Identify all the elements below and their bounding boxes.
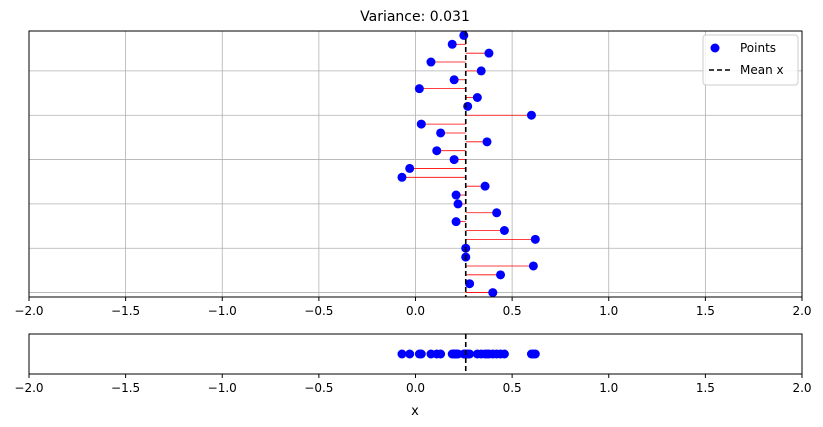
data-point xyxy=(451,217,461,227)
data-point xyxy=(405,163,415,173)
data-point xyxy=(484,48,494,58)
x-axis-label: x xyxy=(411,404,419,419)
data-point xyxy=(453,199,463,209)
data-point xyxy=(530,234,540,244)
data-point xyxy=(426,57,436,67)
data-point xyxy=(447,39,457,49)
top-x-tick-label: 0.5 xyxy=(503,304,522,318)
chart-title: Variance: 0.031 xyxy=(360,9,470,25)
bottom-x-tick-label: −2.0 xyxy=(14,381,43,395)
data-point xyxy=(459,30,469,40)
top-x-tick-label: −0.5 xyxy=(304,304,333,318)
top-x-tick-label: −2.0 xyxy=(14,304,43,318)
top-x-tick-label: 0.0 xyxy=(406,304,425,318)
data-point xyxy=(488,288,498,298)
top-x-tick-label: −1.0 xyxy=(208,304,237,318)
bottom-axes: −2.0 −1.5 −1.0 −0.5 0.0 0.5 1.0 1.5 2.0 x xyxy=(14,333,812,419)
bottom-data-point xyxy=(526,349,536,359)
bottom-x-tick-label: 1.5 xyxy=(696,381,715,395)
bottom-x-tick-label: 0.0 xyxy=(406,381,425,395)
data-point xyxy=(463,101,473,111)
bottom-data-point xyxy=(492,349,502,359)
data-point xyxy=(528,261,538,271)
data-point xyxy=(480,181,490,191)
legend-mean-label: Mean x xyxy=(740,63,784,77)
data-point xyxy=(432,146,442,156)
legend: Points Mean x xyxy=(702,34,799,86)
bottom-x-tick-label: −1.0 xyxy=(208,381,237,395)
bottom-points xyxy=(397,349,540,359)
data-point xyxy=(472,93,482,102)
bottom-x-ticks: −2.0 −1.5 −1.0 −0.5 0.0 0.5 1.0 1.5 2.0 xyxy=(14,374,812,395)
bottom-data-point xyxy=(459,349,469,359)
bottom-data-point xyxy=(414,349,424,359)
data-point xyxy=(482,137,492,147)
bottom-data-point xyxy=(484,349,494,359)
bottom-data-point xyxy=(426,349,436,359)
data-point xyxy=(397,172,407,182)
data-point xyxy=(476,66,486,76)
top-axes: Variance: 0.031 −2.0 −1.5 −1.0 −0.5 0.0 0.5 1.… xyxy=(14,9,811,318)
data-point xyxy=(414,84,424,94)
bottom-x-tick-label: −1.5 xyxy=(111,381,140,395)
data-point xyxy=(526,110,536,120)
data-point xyxy=(451,190,461,200)
top-points xyxy=(397,30,540,298)
top-x-tick-label: 1.0 xyxy=(599,304,618,318)
data-point xyxy=(416,119,426,129)
bottom-data-point xyxy=(405,349,415,359)
data-point xyxy=(496,270,506,280)
bottom-x-tick-label: 2.0 xyxy=(792,381,811,395)
data-point xyxy=(499,226,509,235)
bottom-x-tick-label: −0.5 xyxy=(304,381,333,395)
legend-points-label: Points xyxy=(740,41,776,55)
data-point xyxy=(465,279,475,289)
bottom-data-point xyxy=(499,349,509,359)
data-point xyxy=(449,75,459,85)
legend-points-marker xyxy=(710,43,720,53)
data-point xyxy=(436,128,446,138)
top-x-ticks: −2.0 −1.5 −1.0 −0.5 0.0 0.5 1.0 1.5 2.0 xyxy=(14,297,812,318)
bottom-data-point xyxy=(397,349,407,359)
bottom-x-tick-label: 0.5 xyxy=(503,381,522,395)
bottom-x-tick-label: 1.0 xyxy=(599,381,618,395)
top-grid xyxy=(28,31,803,297)
data-point xyxy=(492,208,502,218)
top-x-tick-label: −1.5 xyxy=(111,304,140,318)
bottom-data-point xyxy=(476,349,486,359)
data-point xyxy=(449,155,459,165)
bottom-data-point xyxy=(436,349,446,359)
top-x-tick-label: 1.5 xyxy=(696,304,715,318)
top-x-tick-label: 2.0 xyxy=(792,304,811,318)
bottom-data-point xyxy=(447,349,457,359)
legend-frame xyxy=(702,34,799,86)
